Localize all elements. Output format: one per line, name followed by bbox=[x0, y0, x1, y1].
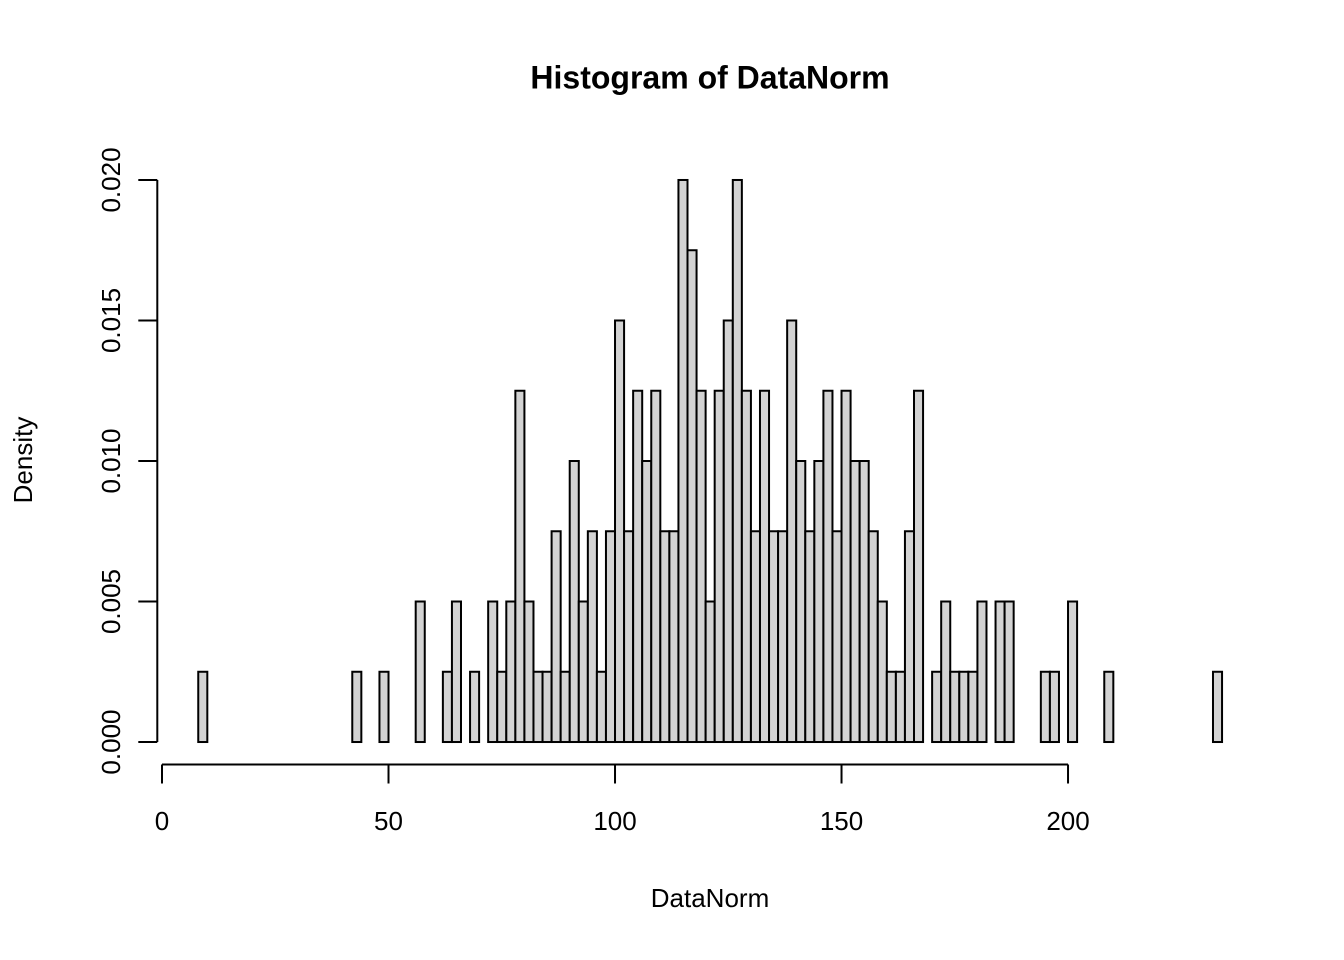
bar bbox=[641, 460, 653, 744]
bar bbox=[822, 389, 834, 744]
bar bbox=[840, 389, 852, 744]
y-tick-label: 0.020 bbox=[96, 147, 126, 212]
bar bbox=[695, 389, 707, 744]
chart-title: Histogram of DataNorm bbox=[530, 59, 889, 95]
bar bbox=[1067, 600, 1079, 744]
bar bbox=[940, 600, 952, 744]
bar bbox=[623, 530, 635, 744]
bar bbox=[994, 600, 1006, 744]
bar bbox=[804, 530, 816, 744]
bar bbox=[450, 600, 462, 744]
x-tick-label: 150 bbox=[820, 806, 863, 836]
bar bbox=[967, 670, 979, 744]
bar bbox=[414, 600, 426, 744]
bar bbox=[722, 319, 734, 744]
x-tick-label: 100 bbox=[593, 806, 636, 836]
bar bbox=[813, 460, 825, 744]
bar bbox=[894, 670, 906, 744]
bar bbox=[831, 530, 843, 744]
x-axis-label: DataNorm bbox=[651, 883, 769, 913]
y-tick-label: 0.000 bbox=[96, 709, 126, 774]
y-tick-label: 0.005 bbox=[96, 569, 126, 634]
y-axis-label: Density bbox=[8, 417, 38, 504]
bar bbox=[378, 670, 390, 744]
bar bbox=[758, 389, 771, 744]
bar bbox=[740, 389, 752, 744]
bar bbox=[1103, 670, 1115, 744]
y-tick-label: 0.015 bbox=[96, 288, 126, 353]
bar bbox=[704, 600, 716, 744]
bar bbox=[604, 530, 617, 744]
bar bbox=[496, 670, 508, 744]
x-tick-label: 50 bbox=[374, 806, 403, 836]
bar bbox=[768, 530, 780, 744]
bar bbox=[577, 600, 589, 744]
bar bbox=[614, 319, 626, 744]
bar bbox=[1039, 670, 1051, 744]
bar bbox=[632, 389, 644, 744]
bar bbox=[541, 670, 553, 744]
x-tick-label: 200 bbox=[1046, 806, 1089, 836]
bar bbox=[677, 178, 689, 744]
bar bbox=[713, 389, 725, 744]
bar bbox=[514, 389, 526, 744]
bar bbox=[523, 600, 535, 744]
bar bbox=[849, 460, 861, 744]
bar bbox=[731, 178, 743, 744]
bar bbox=[532, 670, 544, 744]
bar bbox=[786, 319, 798, 744]
bar bbox=[559, 670, 571, 744]
bar bbox=[550, 530, 562, 744]
bar bbox=[1211, 670, 1224, 744]
bar bbox=[1048, 670, 1060, 744]
bar bbox=[913, 389, 925, 744]
bar bbox=[595, 670, 607, 744]
bar bbox=[1003, 600, 1015, 744]
bar bbox=[586, 530, 598, 744]
bar bbox=[441, 670, 453, 744]
bar bbox=[777, 530, 789, 744]
bar bbox=[197, 670, 209, 744]
bar bbox=[749, 530, 761, 744]
bar bbox=[867, 530, 879, 744]
bar bbox=[903, 530, 916, 744]
bar bbox=[958, 670, 970, 744]
bar bbox=[568, 460, 580, 744]
bar bbox=[659, 530, 671, 744]
bar bbox=[668, 530, 680, 744]
y-tick-label: 0.010 bbox=[96, 428, 126, 493]
bar bbox=[885, 670, 897, 744]
bar bbox=[795, 460, 807, 744]
bar bbox=[858, 460, 870, 744]
bar bbox=[505, 600, 517, 744]
bar bbox=[949, 670, 961, 744]
bar bbox=[976, 600, 988, 744]
bar bbox=[487, 600, 499, 744]
x-tick-label: 0 bbox=[155, 806, 169, 836]
bar bbox=[876, 600, 888, 744]
bar bbox=[650, 389, 662, 744]
bar bbox=[351, 670, 363, 744]
bar bbox=[931, 670, 943, 744]
bar bbox=[686, 249, 698, 744]
bar bbox=[469, 670, 481, 744]
